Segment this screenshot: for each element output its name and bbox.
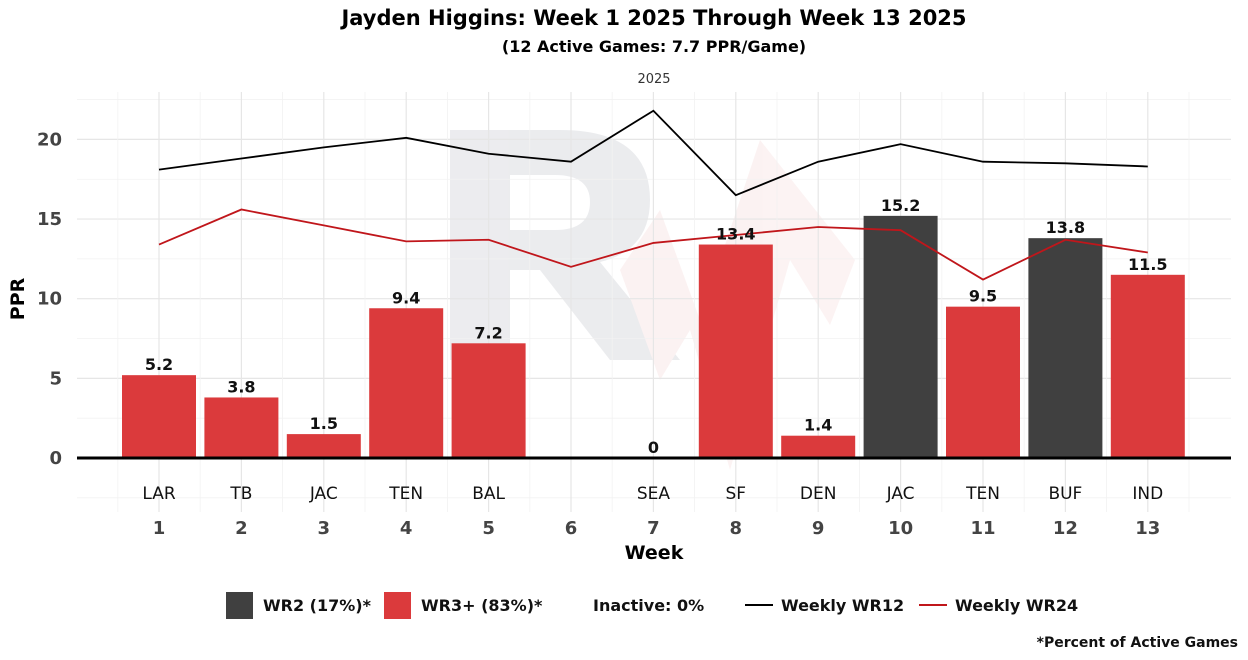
opponent-label: SEA (637, 484, 671, 504)
opponent-label: TEN (965, 484, 1000, 504)
legend-label-wr12: Weekly WR12 (781, 596, 904, 615)
legend-swatch-wr3 (384, 592, 411, 619)
chart-subtitle: (12 Active Games: 7.7 PPR/Game) (502, 37, 806, 56)
data-label-week-2: 3.8 (227, 377, 255, 396)
y-axis: 0 5 10 15 20 (37, 129, 62, 469)
x-tick-label: 12 (1053, 518, 1078, 539)
opponent-label: SF (726, 484, 747, 504)
opponent-label: DEN (800, 484, 837, 504)
opponent-label: JAC (886, 484, 915, 504)
bar-week-1 (122, 375, 196, 458)
data-label-week-12: 13.8 (1046, 218, 1085, 237)
opponent-label: JAC (309, 484, 338, 504)
bars-group (77, 215, 1231, 460)
data-label-week-13: 11.5 (1128, 255, 1167, 274)
x-tick-label: 11 (970, 518, 995, 539)
opponent-label: LAR (142, 484, 175, 504)
y-axis-title: PPR (7, 277, 29, 320)
x-tick-label: 13 (1135, 518, 1160, 539)
legend-swatch-wr2 (226, 592, 253, 619)
x-tick-label: 1 (153, 518, 166, 539)
data-label-week-5: 7.2 (474, 323, 502, 342)
line-weekly-wr24 (158, 208, 1148, 281)
x-axis: LAR 1 TB 2 JAC 3 TEN 4 BAL 5 6 SEA 7 SF 8 DEN 9 JAC 10 TEN 1… (142, 484, 1163, 539)
bar-week-2 (204, 397, 279, 458)
data-label-week-4: 9.4 (392, 288, 420, 307)
y-tick-label: 10 (37, 289, 62, 310)
legend-label-wr3: WR3+ (83%)* (421, 596, 543, 615)
x-axis-title: Week (625, 542, 684, 564)
x-tick-label: 7 (647, 518, 660, 539)
data-label-week-7: 0 (648, 438, 659, 457)
x-tick-label: 8 (730, 518, 743, 539)
x-tick-label: 10 (888, 518, 913, 539)
x-tick-label: 3 (318, 518, 331, 539)
opponent-label: TB (229, 484, 252, 504)
lines-group (158, 109, 1148, 281)
data-label-week-9: 1.4 (804, 416, 832, 435)
bar-week-3 (286, 434, 361, 458)
opponent-label: IND (1132, 484, 1163, 504)
y-tick-label: 5 (49, 368, 62, 389)
caption-note: *Percent of Active Games (1037, 635, 1238, 651)
bar-week-10 (863, 215, 938, 458)
bar-week-5 (451, 343, 526, 458)
bar-week-13 (1110, 274, 1185, 458)
legend: WR2 (17%)* WR3+ (83%)* Inactive: 0% Week… (226, 592, 1078, 619)
opponent-label: TEN (388, 484, 423, 504)
y-tick-label: 15 (37, 209, 62, 230)
bar-week-9 (781, 435, 856, 458)
x-tick-label: 4 (400, 518, 413, 539)
chart-title: Jayden Higgins: Week 1 2025 Through Week… (339, 6, 966, 30)
x-tick-label: 9 (812, 518, 825, 539)
data-label-week-11: 9.5 (969, 287, 997, 306)
bar-week-11 (946, 306, 1020, 458)
facet-label: 2025 (637, 72, 670, 87)
data-labels-group: 5.2 3.8 1.5 9.4 7.2 0 13.4 1.4 15.2 9.5 13.8 11.5 (145, 196, 1168, 457)
opponent-label: BAL (472, 484, 505, 504)
legend-label-wr24: Weekly WR24 (955, 596, 1078, 615)
data-label-week-3: 1.5 (310, 414, 338, 433)
x-tick-label: 5 (482, 518, 495, 539)
y-tick-label: 20 (37, 129, 62, 150)
x-tick-label: 2 (235, 518, 248, 539)
legend-label-inactive: Inactive: 0% (593, 596, 704, 615)
x-tick-label: 6 (565, 518, 578, 539)
line-weekly-wr12 (158, 109, 1148, 197)
bar-week-12 (1028, 238, 1103, 458)
bar-week-4 (369, 308, 444, 458)
y-tick-label: 0 (49, 448, 62, 469)
legend-label-wr2: WR2 (17%)* (263, 596, 372, 615)
opponent-label: BUF (1048, 484, 1082, 504)
data-label-week-8: 13.4 (716, 225, 755, 244)
data-label-week-1: 5.2 (145, 355, 173, 374)
bar-week-8 (698, 244, 773, 458)
data-label-week-10: 15.2 (881, 196, 920, 215)
